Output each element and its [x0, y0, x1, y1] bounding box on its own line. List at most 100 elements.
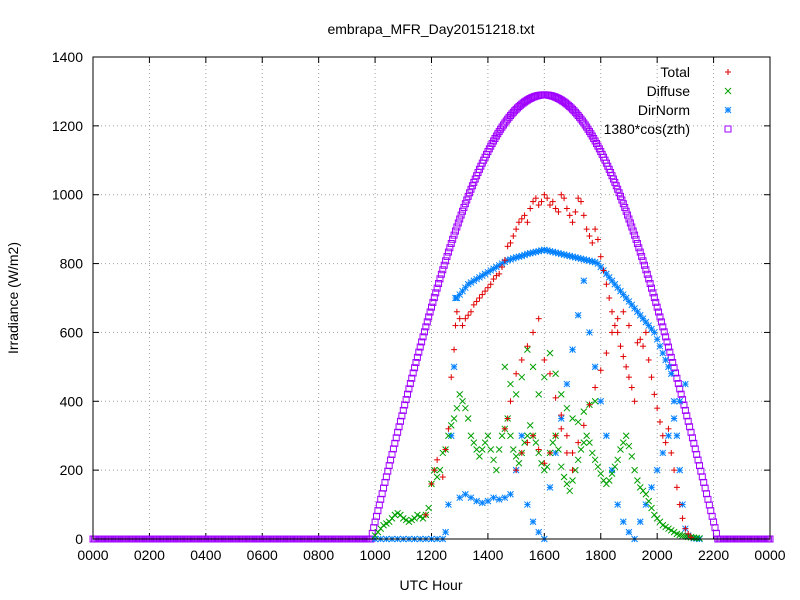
data-point [622, 207, 630, 215]
data-point [515, 459, 523, 467]
marker-stroke [662, 356, 669, 364]
marker-stroke [608, 470, 616, 477]
marker-stroke [634, 308, 641, 316]
data-point [501, 363, 509, 371]
data-point [625, 322, 632, 329]
marker-stroke [394, 509, 402, 517]
data-point [636, 518, 644, 526]
marker-stroke [591, 363, 599, 371]
data-point [645, 356, 652, 363]
data-point [640, 343, 647, 350]
data-point [569, 346, 576, 353]
marker-stroke [459, 397, 466, 405]
data-point [575, 195, 582, 202]
marker-stroke [495, 446, 503, 453]
data-point [442, 528, 449, 536]
data-point [636, 248, 644, 256]
marker-stroke [473, 446, 480, 453]
data-point [603, 281, 610, 288]
data-point [676, 501, 683, 508]
data-point [563, 480, 571, 488]
data-point [578, 198, 585, 205]
data-point [518, 432, 526, 440]
data-point [549, 198, 556, 205]
marker-stroke [588, 258, 596, 265]
data-point [676, 385, 684, 393]
data-point [640, 261, 648, 269]
data-point [586, 233, 593, 240]
marker-stroke [569, 477, 576, 484]
data-point [465, 312, 472, 319]
data-point [635, 244, 643, 252]
data-point [448, 374, 455, 381]
data-point [669, 359, 677, 367]
data-point [597, 470, 605, 477]
data-point [625, 215, 633, 223]
marker-stroke [583, 256, 590, 264]
marker-stroke [447, 432, 455, 440]
y-axis-label: Irradiance (W/m2) [5, 242, 21, 354]
data-point [530, 329, 537, 336]
data-point [524, 346, 531, 353]
data-point [662, 439, 669, 446]
data-point [588, 449, 596, 457]
data-point [399, 406, 407, 414]
marker-stroke [605, 477, 613, 484]
data-point [456, 315, 463, 322]
marker-stroke [580, 439, 588, 446]
y-tick-label: 200 [60, 462, 84, 478]
data-point [580, 439, 588, 446]
data-point [614, 501, 622, 508]
marker-stroke [549, 248, 557, 256]
data-point [614, 456, 622, 464]
data-point [462, 315, 469, 322]
marker-stroke [676, 397, 684, 405]
data-point [535, 446, 542, 453]
marker-stroke [586, 257, 593, 265]
marker-stroke [583, 432, 590, 440]
marker-stroke [574, 311, 582, 319]
data-point [574, 311, 582, 319]
data-point [668, 449, 675, 456]
marker-stroke [665, 363, 672, 371]
data-point [490, 276, 497, 283]
data-point [507, 398, 514, 405]
data-point [406, 380, 414, 388]
legend-label: Total [660, 64, 690, 80]
data-point [440, 261, 448, 269]
data-point [530, 432, 537, 439]
marker-stroke [628, 301, 636, 309]
data-point [395, 423, 403, 431]
data-point [461, 200, 469, 208]
marker-stroke [546, 349, 554, 357]
marker-stroke [501, 494, 509, 502]
data-point [569, 449, 576, 456]
marker-stroke [594, 463, 602, 471]
data-point [464, 415, 472, 422]
y-tick-label: 1200 [52, 118, 83, 134]
data-point [645, 275, 653, 283]
data-point [457, 211, 465, 219]
data-point [443, 252, 451, 260]
data-point [597, 397, 605, 405]
data-point [453, 308, 460, 315]
data-point [608, 470, 616, 477]
marker-stroke [625, 528, 633, 536]
marker-stroke [529, 518, 537, 526]
data-point [677, 390, 685, 398]
y-tick-label: 800 [60, 256, 84, 272]
legend-marker [724, 106, 732, 114]
data-point [546, 370, 553, 377]
marker-stroke [659, 349, 667, 357]
data-point [620, 353, 627, 360]
marker-stroke [574, 418, 582, 426]
data-point [464, 192, 472, 200]
data-point [589, 239, 596, 246]
marker-stroke [631, 304, 638, 312]
marker-stroke [650, 329, 658, 336]
data-point [639, 257, 647, 265]
data-point [495, 446, 503, 453]
data-point [442, 446, 449, 453]
data-point [586, 439, 593, 446]
data-point [476, 453, 483, 460]
